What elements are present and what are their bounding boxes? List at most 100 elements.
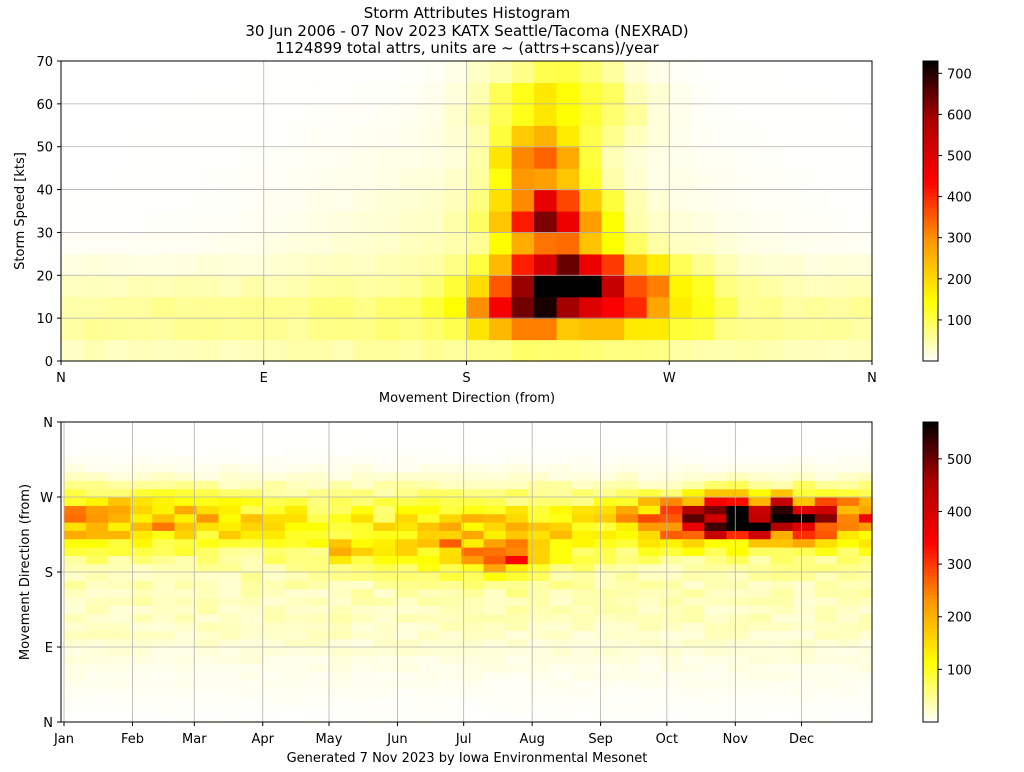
heatmap-cell xyxy=(108,613,131,623)
heatmap-cell xyxy=(86,538,109,548)
heatmap-cell xyxy=(704,480,728,490)
heatmap-cell xyxy=(682,588,705,598)
footer-credit: Generated 7 Nov 2023 by Iowa Environment… xyxy=(287,751,648,766)
heatmap-cell xyxy=(83,189,107,212)
heatmap-cell xyxy=(286,211,310,234)
heatmap-cell xyxy=(770,572,794,581)
heatmap-cell xyxy=(489,168,513,191)
heatmap-cell xyxy=(826,318,851,341)
heatmap-cell xyxy=(461,605,485,615)
heatmap-cell xyxy=(624,275,648,298)
heatmap-cell xyxy=(286,103,310,126)
colorbar-segment xyxy=(923,699,938,704)
colorbar-segment xyxy=(923,207,938,212)
heatmap-cell xyxy=(439,647,463,656)
heatmap-cell xyxy=(682,505,705,515)
heatmap-cell xyxy=(439,505,463,515)
heatmap-cell xyxy=(461,630,485,640)
heatmap-cell xyxy=(306,613,330,623)
heatmap-cell xyxy=(439,555,463,565)
heatmap-cell xyxy=(858,480,873,490)
heatmap-cell xyxy=(240,588,264,598)
heatmap-cell xyxy=(483,497,507,506)
heatmap-cell xyxy=(240,555,264,565)
heatmap-cell xyxy=(646,211,670,234)
heatmap-cell xyxy=(624,253,648,276)
heatmap-cell xyxy=(152,647,176,656)
heatmap-cell xyxy=(814,505,838,515)
heatmap-cell xyxy=(196,613,220,623)
heatmap-cell xyxy=(593,622,617,631)
heatmap-cell xyxy=(373,588,396,598)
heatmap-cell xyxy=(151,61,175,84)
heatmap-cell xyxy=(669,318,693,341)
heatmap-cell xyxy=(108,488,131,498)
y-tick-label: 30 xyxy=(36,226,53,241)
heatmap-cell xyxy=(196,672,220,681)
heatmap-cell xyxy=(128,146,152,169)
heatmap-cell xyxy=(792,488,816,498)
heatmap-cell xyxy=(660,538,683,548)
heatmap-cell xyxy=(395,605,418,615)
heatmap-cell xyxy=(748,505,772,515)
heatmap-cell xyxy=(218,572,242,581)
heatmap-cell xyxy=(858,538,873,548)
heatmap-cell xyxy=(660,672,683,681)
heatmap-cell xyxy=(726,422,750,431)
heatmap-cell xyxy=(748,680,772,690)
colorbar-segment xyxy=(923,241,938,246)
heatmap-cell xyxy=(61,232,85,255)
heatmap-cell xyxy=(726,463,750,473)
heatmap-cell xyxy=(511,339,535,362)
heatmap-cell xyxy=(395,705,418,715)
heatmap-cell xyxy=(439,688,463,698)
heatmap-cell xyxy=(173,168,197,191)
heatmap-cell xyxy=(669,61,693,84)
heatmap-cell xyxy=(804,61,828,84)
heatmap-cell xyxy=(638,447,661,456)
heatmap-cell xyxy=(638,672,661,681)
heatmap-cell xyxy=(306,430,330,440)
heatmap-cell xyxy=(328,622,352,631)
heatmap-cell xyxy=(691,146,715,169)
heatmap-cell xyxy=(792,655,816,665)
heatmap-cell xyxy=(174,497,198,506)
heatmap-cell xyxy=(263,146,287,169)
colorbar-segment xyxy=(923,106,938,111)
colorbar-segment xyxy=(923,643,938,648)
heatmap-cell xyxy=(549,622,573,631)
heatmap-cell xyxy=(173,211,197,234)
heatmap-cell xyxy=(218,480,242,490)
heatmap-cell xyxy=(130,630,153,640)
colorbar-segment xyxy=(923,718,938,723)
heatmap-cell xyxy=(130,480,153,490)
heatmap-cell xyxy=(64,555,87,565)
heatmap-cell xyxy=(748,655,772,665)
heatmap-cell xyxy=(660,697,683,706)
heatmap-cell xyxy=(593,613,617,623)
heatmap-cell xyxy=(624,168,648,191)
heatmap-cell xyxy=(858,472,873,481)
heatmap-cell xyxy=(351,455,374,465)
heatmap-cell xyxy=(571,647,595,656)
heatmap-cell xyxy=(108,522,131,531)
heatmap-cell xyxy=(858,463,873,473)
heatmap-cell xyxy=(646,189,670,212)
heatmap-cell xyxy=(417,538,440,548)
heatmap-cell xyxy=(571,513,595,523)
heatmap-cell xyxy=(395,588,418,598)
heatmap-cell xyxy=(682,538,705,548)
heatmap-cell xyxy=(443,211,468,234)
heatmap-cell xyxy=(152,672,176,681)
heatmap-cell xyxy=(128,318,152,341)
heatmap-cell xyxy=(240,622,264,631)
heatmap-cell xyxy=(86,522,109,531)
heatmap-cell xyxy=(262,555,286,565)
heatmap-cell xyxy=(770,547,794,556)
heatmap-cell xyxy=(836,513,860,523)
heatmap-cell xyxy=(328,638,352,648)
heatmap-cell xyxy=(152,455,176,465)
heatmap-cell xyxy=(579,211,603,234)
colorbar-segment xyxy=(923,650,938,656)
